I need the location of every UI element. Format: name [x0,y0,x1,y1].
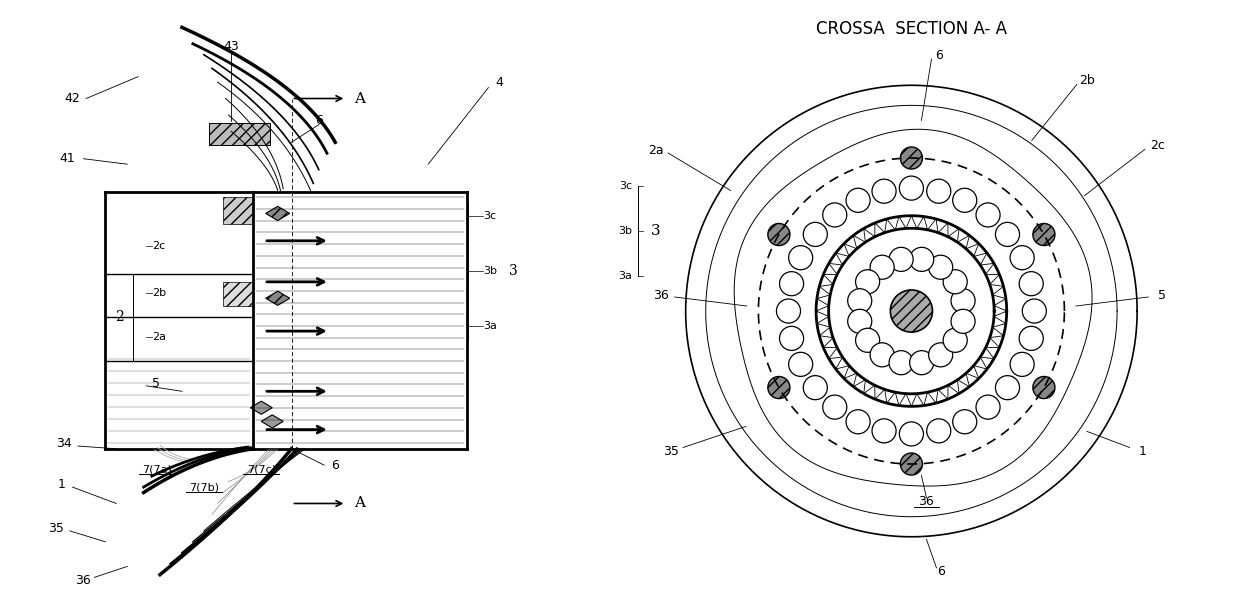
Circle shape [890,290,932,332]
Text: 2: 2 [114,311,124,324]
Circle shape [951,309,975,334]
Text: 3b: 3b [619,226,632,236]
Circle shape [929,255,952,279]
Circle shape [944,270,967,294]
Circle shape [856,270,879,294]
Circle shape [899,422,924,446]
Text: 34: 34 [56,437,72,450]
Circle shape [889,350,913,374]
Circle shape [1022,299,1047,323]
Text: 6: 6 [935,49,942,61]
Circle shape [1033,376,1055,399]
Text: A: A [355,497,366,510]
Text: 3c: 3c [619,181,632,191]
Text: 3b: 3b [482,266,497,276]
Circle shape [952,188,977,213]
Circle shape [899,176,924,200]
Circle shape [822,395,847,419]
Text: 5: 5 [1158,290,1167,302]
Polygon shape [262,415,283,428]
Circle shape [870,343,894,367]
Polygon shape [250,401,273,414]
Text: 2a: 2a [151,332,166,341]
Circle shape [872,419,897,443]
Text: 3a: 3a [619,271,632,281]
Circle shape [768,223,790,246]
Circle shape [926,179,951,203]
Circle shape [1011,246,1034,270]
Text: 5: 5 [151,377,160,389]
Text: 43: 43 [223,40,239,53]
Circle shape [900,147,923,169]
Text: 3: 3 [508,264,517,278]
Circle shape [976,203,1001,227]
Circle shape [976,395,1001,419]
Text: 6: 6 [331,459,339,472]
Text: 4: 4 [496,76,503,88]
Text: 41: 41 [60,152,74,165]
Text: 35: 35 [662,445,678,458]
Circle shape [789,352,812,376]
Circle shape [889,247,913,272]
Circle shape [996,376,1019,400]
Circle shape [776,299,801,323]
Text: 36: 36 [919,495,934,508]
Circle shape [944,328,967,352]
Text: 2c: 2c [151,241,165,251]
Text: 1: 1 [1138,445,1146,458]
Text: 1: 1 [57,478,66,491]
Circle shape [1033,223,1055,246]
Text: CROSSA  SECTION A- A: CROSSA SECTION A- A [816,20,1007,38]
Circle shape [856,328,879,352]
Polygon shape [265,291,290,305]
Circle shape [910,350,934,374]
Circle shape [872,179,897,203]
Text: 42: 42 [64,92,81,105]
Circle shape [926,419,951,443]
Text: 35: 35 [48,521,64,535]
Circle shape [780,272,804,296]
Circle shape [870,255,894,279]
Text: 7(7a): 7(7a) [143,465,172,474]
Circle shape [804,376,827,400]
Circle shape [846,410,870,434]
Circle shape [822,203,847,227]
FancyBboxPatch shape [223,282,253,306]
Circle shape [910,247,934,272]
Circle shape [780,326,804,350]
Text: 3a: 3a [482,321,497,330]
Circle shape [996,222,1019,246]
Text: 36: 36 [652,290,668,302]
Text: 2b: 2b [1079,74,1095,87]
FancyBboxPatch shape [223,197,253,225]
Text: 6: 6 [937,565,945,579]
Circle shape [900,453,923,475]
Text: 2b: 2b [151,288,166,298]
Circle shape [1019,326,1043,350]
Circle shape [846,188,870,213]
Circle shape [768,376,790,399]
Text: 3: 3 [651,224,661,238]
Text: 7(7c): 7(7c) [247,465,275,474]
Text: 3c: 3c [482,211,496,221]
Text: 7(7b): 7(7b) [188,482,218,492]
Circle shape [929,343,952,367]
Circle shape [804,222,827,246]
Text: 2a: 2a [647,144,663,157]
FancyBboxPatch shape [210,123,269,145]
Circle shape [951,289,975,313]
Circle shape [1019,272,1043,296]
Circle shape [1011,352,1034,376]
Text: 6: 6 [315,114,322,127]
Circle shape [848,309,872,334]
Text: A: A [355,92,366,105]
Circle shape [848,289,872,313]
Text: 36: 36 [76,574,92,586]
Circle shape [789,246,812,270]
Polygon shape [265,206,290,220]
Circle shape [952,410,977,434]
Text: 2c: 2c [1149,139,1164,152]
